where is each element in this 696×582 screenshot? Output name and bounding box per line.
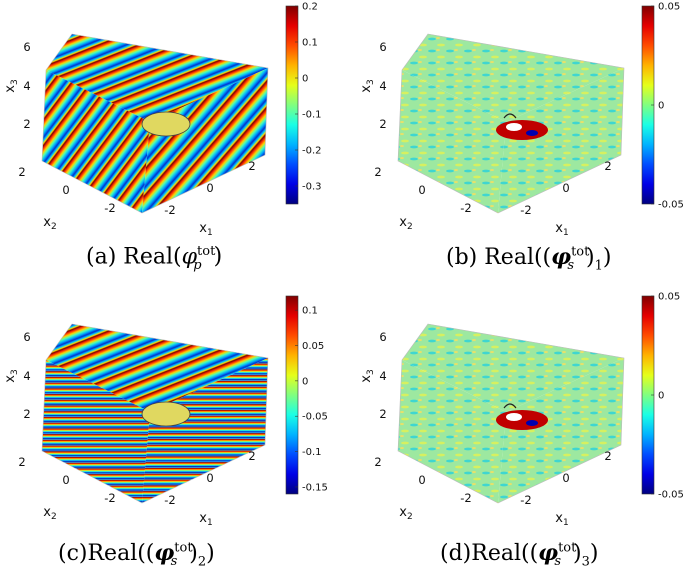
x-tick-label: 2 — [604, 449, 611, 463]
colorbar-tick-label: 0.05 — [302, 341, 324, 352]
colorbar-tick-label: -0.15 — [302, 482, 328, 493]
x-axis-label: x1 — [555, 511, 568, 528]
z-tick-label: 2 — [23, 117, 30, 131]
face-right — [142, 68, 268, 213]
y-tick-label: -2 — [104, 201, 115, 215]
x-tick-label: 0 — [206, 181, 213, 195]
x-tick-label: 2 — [248, 449, 255, 463]
x-tick-label: -2 — [164, 203, 175, 217]
x-tick-label: 2 — [248, 159, 255, 173]
colorbar-tick-label: -0.05 — [658, 490, 684, 501]
face-top — [46, 34, 268, 122]
z-axis-label: x3 — [3, 369, 20, 382]
z-tick-label: 6 — [379, 40, 386, 54]
scatterer — [141, 401, 191, 427]
face-right — [498, 68, 624, 213]
colorbar-tick-label: 0.05 — [658, 2, 680, 13]
x-tick-label: 2 — [604, 159, 611, 173]
x-axis-label: x1 — [199, 221, 212, 238]
y-tick-label: 2 — [18, 165, 25, 179]
colorbar-tick-label: 0.1 — [302, 38, 318, 49]
y-tick-label: 0 — [62, 473, 69, 487]
y-axis-label: x2 — [399, 215, 412, 232]
caption-a: (a) Real(φtotp) — [86, 244, 223, 273]
colorbar-tick-label: -0.1 — [302, 110, 322, 121]
x-tick-label: 0 — [206, 471, 213, 485]
colorbar — [285, 5, 299, 205]
y-axis-label: x2 — [43, 215, 56, 232]
face-left — [398, 360, 506, 503]
y-tick-label: 2 — [374, 455, 381, 469]
z-tick-label: 6 — [379, 330, 386, 344]
y-axis-label: x2 — [43, 505, 56, 522]
face-right — [142, 358, 268, 503]
colorbar-tick-label: -0.05 — [302, 412, 328, 423]
colorbar-tick-label: -0.3 — [302, 182, 322, 193]
face-left — [42, 70, 150, 213]
colorbar-tick-label: -0.2 — [302, 146, 322, 157]
y-tick-label: 2 — [374, 165, 381, 179]
z-tick-label: 6 — [23, 330, 30, 344]
z-axis-label: x3 — [3, 79, 20, 92]
panel-a-plot: 2 4 6 x3 2 0 -2 x2 -2 0 2 x1 0.2 0.1 0 -0.1 -0.2 -0.3 — [3, 2, 322, 239]
colorbar-tick-label: 0.2 — [302, 2, 318, 13]
colorbar-tick-label: 0 — [658, 101, 664, 112]
face-right — [498, 358, 624, 503]
panel-a: 2 4 6 x3 2 0 -2 x2 -2 0 2 x1 0.2 0.1 0 -0.1 -0.2 -0.3 — [0, 0, 340, 282]
z-axis-label: x3 — [359, 79, 376, 92]
z-tick-label: 2 — [23, 407, 30, 421]
x-tick-label: -2 — [520, 203, 531, 217]
scatterer — [496, 113, 548, 140]
colorbar-tick-label: 0 — [302, 376, 308, 387]
face-left — [398, 70, 506, 213]
colorbar-tick-label: 0 — [658, 391, 664, 402]
y-tick-label: 0 — [418, 473, 425, 487]
x-axis-label: x1 — [555, 221, 568, 238]
z-tick-label: 6 — [23, 40, 30, 54]
face-top — [402, 34, 624, 122]
caption-b: (b) Real((φtots)1) — [446, 244, 612, 274]
y-tick-label: -2 — [104, 491, 115, 505]
x-tick-label: 0 — [562, 471, 569, 485]
y-tick-label: 0 — [62, 183, 69, 197]
colorbar-tick-label: -0.1 — [302, 447, 322, 458]
face-top — [46, 324, 268, 412]
y-tick-label: -2 — [460, 491, 471, 505]
y-tick-label: -2 — [460, 201, 471, 215]
z-axis-label: x3 — [359, 369, 376, 382]
x-tick-label: 0 — [562, 181, 569, 195]
z-tick-label: 2 — [379, 407, 386, 421]
x-tick-label: -2 — [520, 493, 531, 507]
scatterer — [141, 111, 191, 137]
colorbar — [285, 295, 299, 495]
z-tick-label: 4 — [379, 79, 386, 93]
panel-c-plot: 2 4 6 x3 2 0 -2 x2 -2 0 2 x1 0.1 0.05 0 -0.05 -0.1 -0.15 — [3, 295, 328, 528]
x-tick-label: -2 — [164, 493, 175, 507]
caption-d: (d)Real((φtots)3) — [440, 540, 599, 570]
colorbar-tick-label: 0 — [302, 74, 308, 85]
z-tick-label: 4 — [23, 369, 30, 383]
colorbar-tick-label: -0.05 — [658, 200, 684, 211]
colorbar-tick-label: 0.1 — [302, 306, 318, 317]
panel-c: 2 4 6 x3 2 0 -2 x2 -2 0 2 x1 0.1 0.05 0 -0.05 -0.1 -0.15 — [0, 290, 340, 572]
caption-c: (c)Real((φtots)2) — [58, 540, 215, 570]
panel-d-plot: 2 4 6 x3 2 0 -2 x2 -2 0 2 x1 0.05 0 -0.05 — [359, 292, 684, 529]
y-axis-label: x2 — [399, 505, 412, 522]
y-tick-label: 2 — [18, 455, 25, 469]
y-tick-label: 0 — [418, 183, 425, 197]
z-tick-label: 4 — [23, 79, 30, 93]
colorbar-tick-label: 0.05 — [658, 292, 680, 303]
panel-b: 2 4 6 x3 2 0 -2 x2 -2 0 2 x1 0.05 0 -0.05 — [356, 0, 696, 282]
z-tick-label: 4 — [379, 369, 386, 383]
z-tick-label: 2 — [379, 117, 386, 131]
x-axis-label: x1 — [199, 511, 212, 528]
face-top — [402, 324, 624, 412]
scatterer — [496, 403, 548, 430]
panel-d: 2 4 6 x3 2 0 -2 x2 -2 0 2 x1 0.05 0 -0.05 — [356, 290, 696, 572]
face-left — [42, 360, 150, 503]
panel-b-plot: 2 4 6 x3 2 0 -2 x2 -2 0 2 x1 0.05 0 -0.05 — [359, 2, 684, 239]
